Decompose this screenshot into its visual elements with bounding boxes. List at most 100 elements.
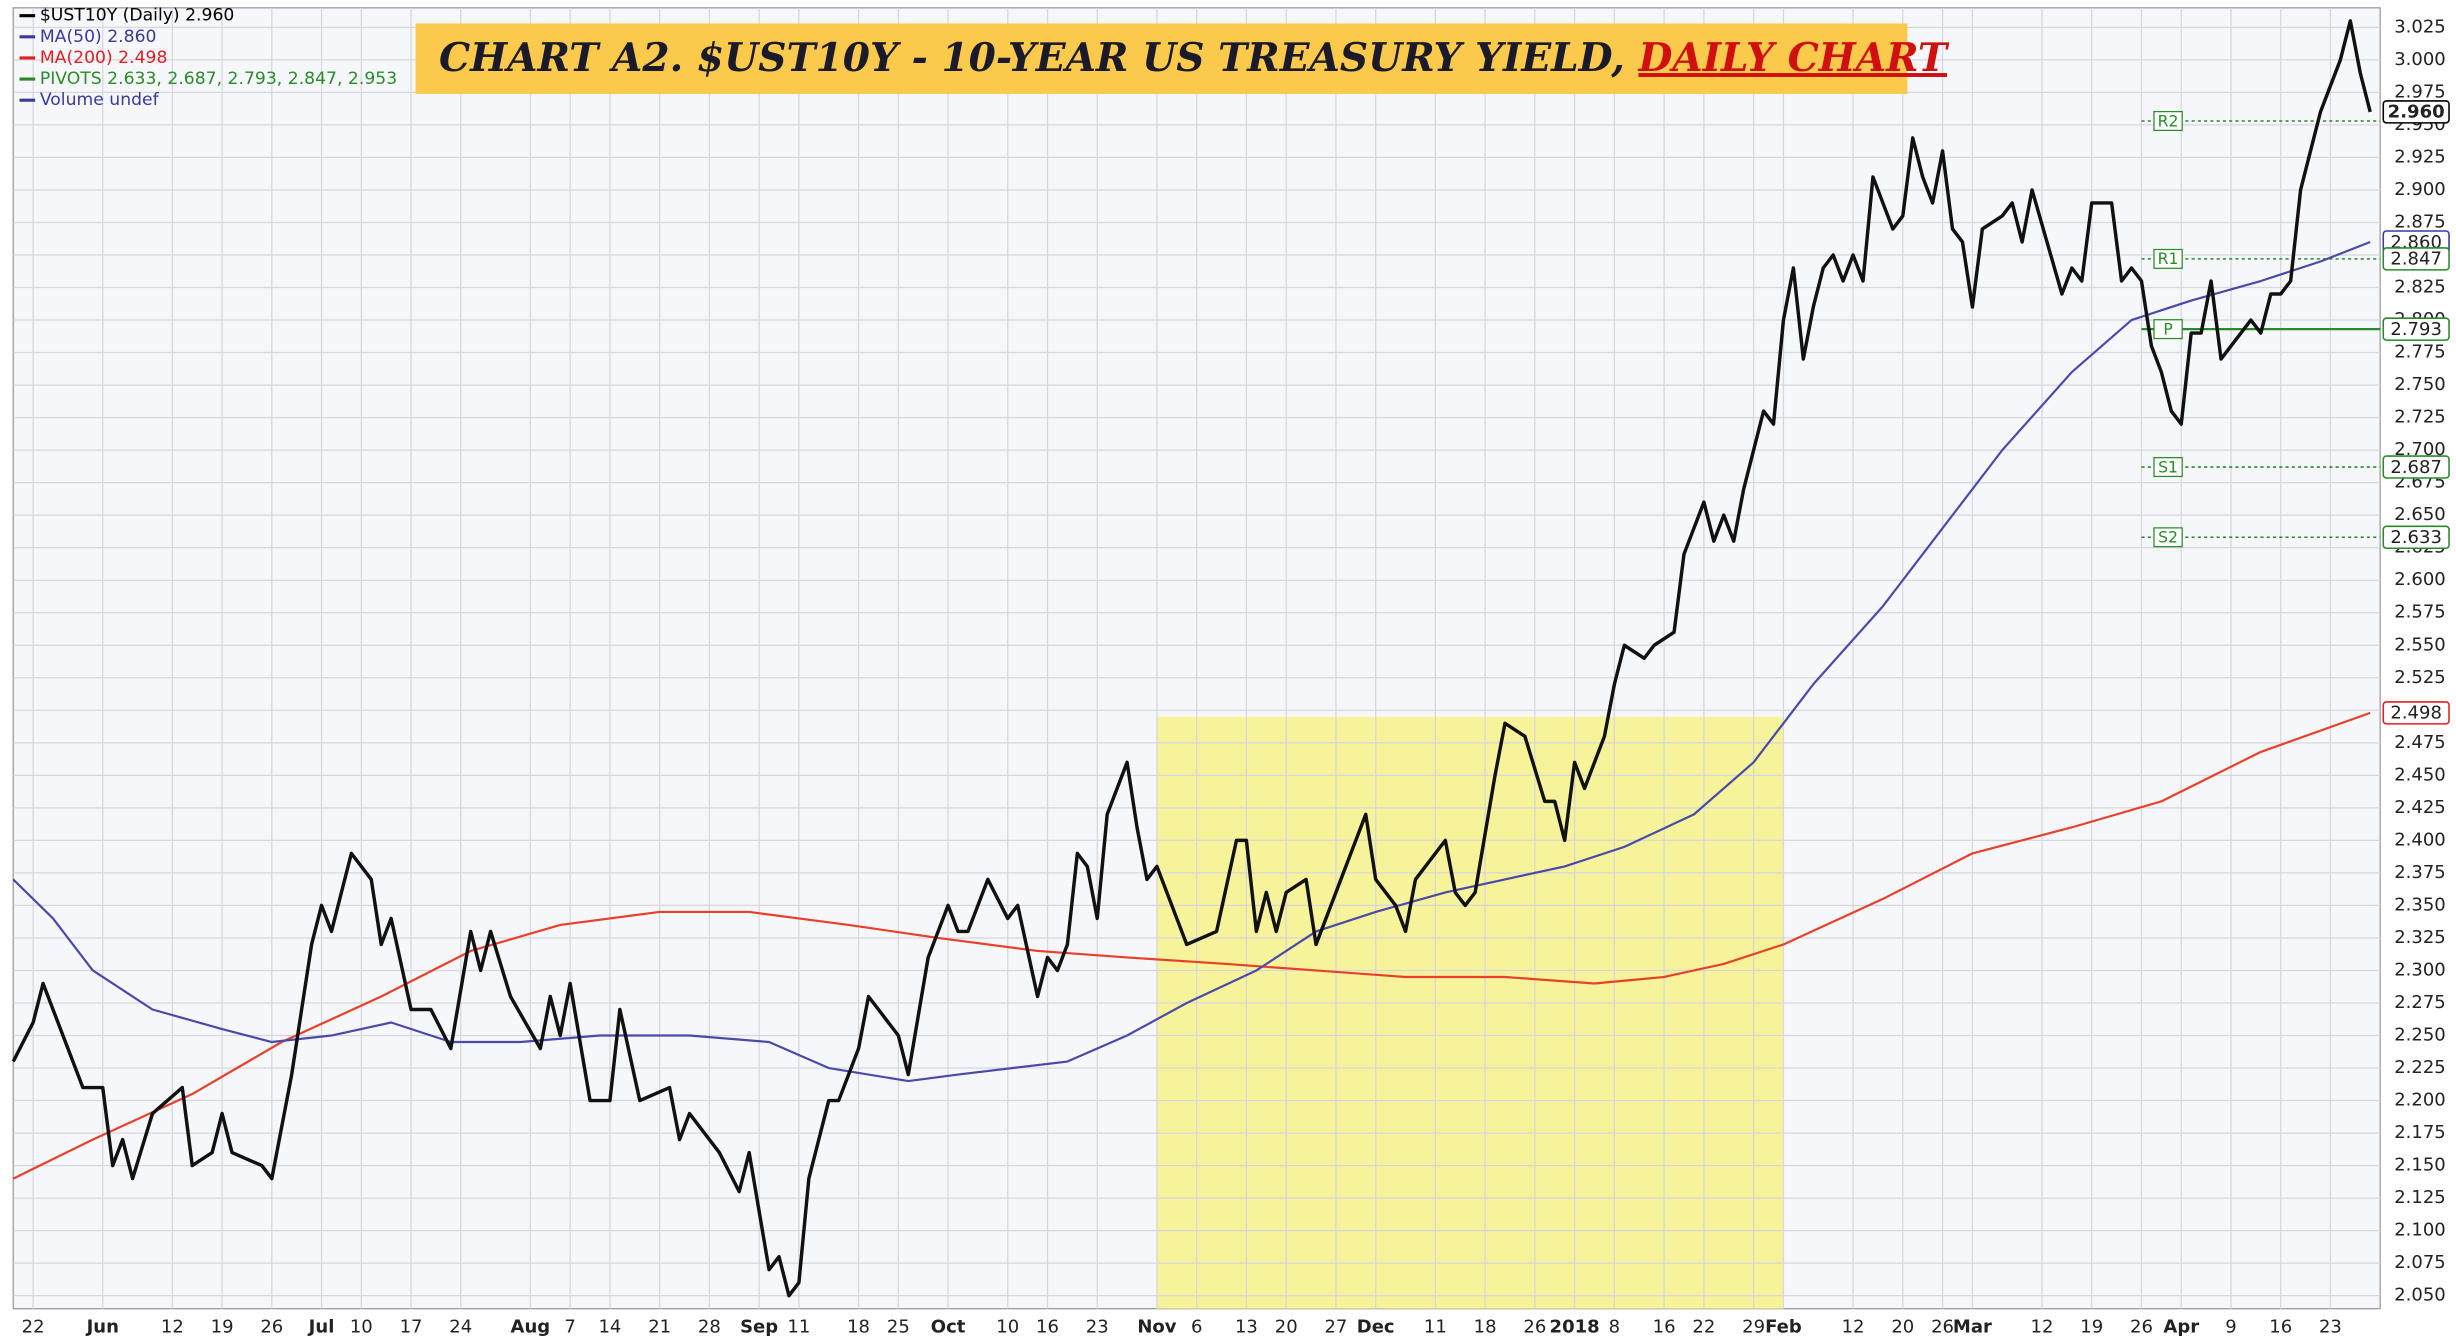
- y-tick-label: 2.450: [2394, 764, 2446, 785]
- highlight-region: [1156, 716, 1784, 1309]
- y-tick-label: 2.600: [2394, 569, 2446, 590]
- pivot-label: R1: [2158, 249, 2179, 268]
- x-tick-label: 20: [1891, 1316, 1914, 1337]
- x-tick-label: Feb: [1765, 1316, 1802, 1337]
- value-tag: [2382, 525, 2450, 550]
- x-tick-label: 19: [2080, 1316, 2103, 1337]
- x-tick-label: 13: [1235, 1316, 1258, 1337]
- value-tag-label: 2.498: [2390, 703, 2442, 724]
- value-tag: [2382, 317, 2450, 341]
- x-tick-label: 22: [1692, 1316, 1715, 1337]
- x-tick-label: 25: [887, 1316, 910, 1337]
- x-tick-label: 14: [598, 1316, 621, 1337]
- x-tick-label: Nov: [1137, 1316, 1176, 1337]
- title-main: CHART A2. $UST10Y - 10-YEAR US TREASURY …: [439, 35, 1638, 81]
- y-tick-label: 2.125: [2394, 1187, 2446, 1208]
- y-tick-label: 2.375: [2394, 862, 2446, 883]
- y-tick-label: 2.200: [2394, 1090, 2446, 1111]
- under-layer: [1156, 716, 1784, 1309]
- x-tick-label: Apr: [2163, 1316, 2199, 1337]
- y-tick-label: 2.575: [2394, 602, 2446, 623]
- x-tick-label: 6: [1191, 1316, 1202, 1337]
- legend-label: $UST10Y (Daily) 2.960: [40, 6, 235, 26]
- value-tag-label: 2.960: [2388, 102, 2445, 123]
- y-tick-label: 2.050: [2394, 1285, 2446, 1306]
- x-tick-label: 7: [564, 1316, 575, 1337]
- x-tick-label: Dec: [1357, 1316, 1395, 1337]
- value-tag: [2382, 247, 2450, 271]
- y-tick-label: 2.825: [2394, 277, 2446, 298]
- chart-title: CHART A2. $UST10Y - 10-YEAR US TREASURY …: [439, 35, 1950, 81]
- y-tick-label: 2.700: [2394, 439, 2446, 460]
- value-tag-label: 2.687: [2390, 457, 2442, 478]
- series-line: [12, 240, 2371, 1083]
- title-highlight: DAILY CHART: [1637, 35, 1949, 81]
- x-tick-label: 26: [2130, 1316, 2153, 1337]
- x-tick-label: 12: [1842, 1316, 1865, 1337]
- x-tick-label: 18: [847, 1316, 870, 1337]
- y-tick-label: 2.750: [2394, 374, 2446, 395]
- legend-label: PIVOTS 2.633, 2.687, 2.793, 2.847, 2.953: [40, 69, 397, 89]
- x-tick-label: Sep: [740, 1316, 778, 1337]
- x-tick-label: Jun: [85, 1316, 119, 1337]
- x-tick-label: 10: [350, 1316, 373, 1337]
- x-tick-label: 29: [1742, 1316, 1765, 1337]
- x-tick-label: 11: [1424, 1316, 1447, 1337]
- x-tick-label: Oct: [931, 1316, 966, 1337]
- x-tick-label: Aug: [511, 1316, 551, 1337]
- y-tick-label: 2.300: [2394, 959, 2446, 980]
- y-tick-label: 3.000: [2394, 49, 2446, 70]
- pivot-label: P: [2163, 319, 2172, 338]
- y-tick-label: 2.175: [2394, 1122, 2446, 1143]
- axes: 2.050 2.075 2.100 2.125 2.150 2.175 2.200 2.225…: [22, 16, 2450, 1337]
- x-tick-label: 16: [1036, 1316, 1059, 1337]
- pivot-label: S2: [2158, 528, 2178, 547]
- x-tick-label: 12: [161, 1316, 184, 1337]
- x-tick-label: 12: [2031, 1316, 2054, 1337]
- x-tick-label: 8: [1609, 1316, 1620, 1337]
- x-tick-label: 23: [1086, 1316, 1109, 1337]
- pivot-label-box: [2153, 319, 2183, 340]
- y-tick-label: 3.025: [2394, 16, 2446, 37]
- y-tick-label: 2.250: [2394, 1025, 2446, 1046]
- x-tick-label: Mar: [1953, 1316, 1992, 1337]
- y-tick-label: 2.900: [2394, 179, 2446, 200]
- x-tick-label: 17: [400, 1316, 423, 1337]
- x-tick-label: 26: [1523, 1316, 1546, 1337]
- legend-label: MA(200) 2.498: [40, 48, 168, 68]
- value-tag-label: 2.847: [2390, 249, 2442, 270]
- pivot-label-box: [2153, 527, 2183, 548]
- y-tick-label: 2.550: [2394, 634, 2446, 655]
- x-tick-label: 18: [1474, 1316, 1497, 1337]
- lines: [11, 19, 2381, 1298]
- y-tick-label: 2.075: [2394, 1252, 2446, 1273]
- series-line: [12, 711, 2371, 1180]
- x-tick-label: 24: [449, 1316, 472, 1337]
- pivot-label-box: [2153, 248, 2183, 269]
- y-tick-label: 2.475: [2394, 732, 2446, 753]
- x-tick-label: 23: [2319, 1316, 2342, 1337]
- x-tick-label: 26: [260, 1316, 283, 1337]
- x-tick-label: 27: [1324, 1316, 1347, 1337]
- y-tick-label: 2.975: [2394, 81, 2446, 102]
- y-tick-label: 2.150: [2394, 1155, 2446, 1176]
- pivot-label-box: [2153, 457, 2183, 478]
- x-tick-label: 9: [2225, 1316, 2236, 1337]
- value-tag: [2382, 100, 2450, 124]
- title-box: [415, 23, 1908, 94]
- y-tick-label: 2.350: [2394, 894, 2446, 915]
- y-tick-label: 2.875: [2394, 211, 2446, 232]
- x-tick-label: 19: [211, 1316, 234, 1337]
- legend-label: Volume undef: [40, 90, 160, 110]
- x-tick-label: 16: [2269, 1316, 2292, 1337]
- y-tick-label: 2.400: [2394, 829, 2446, 850]
- x-tick-label: Jul: [307, 1316, 335, 1337]
- x-tick-label: 2018: [1550, 1316, 1600, 1337]
- legend-label: MA(50) 2.860: [40, 27, 157, 47]
- y-tick-label: 2.100: [2394, 1220, 2446, 1241]
- y-tick-label: 2.925: [2394, 146, 2446, 167]
- value-tag-label: 2.633: [2390, 527, 2442, 548]
- y-tick-label: 2.425: [2394, 797, 2446, 818]
- x-tick-label: 21: [648, 1316, 671, 1337]
